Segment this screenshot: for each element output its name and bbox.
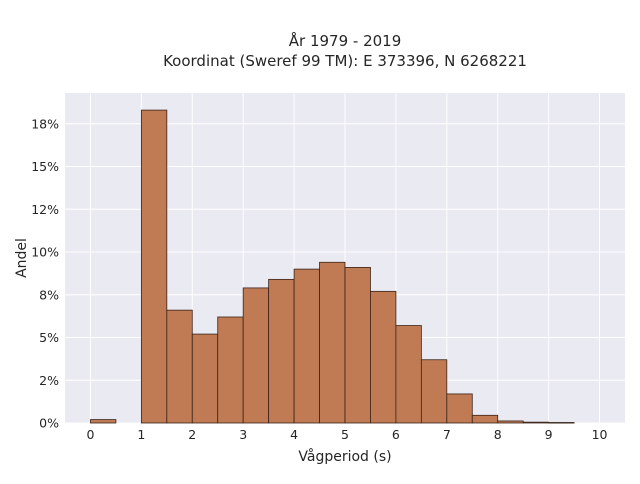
x-tick-label-6: 6 [392, 427, 400, 442]
histogram-bar-13 [420, 359, 448, 424]
x-tick-label-0: 0 [86, 427, 94, 442]
chart-title-line-1: År 1979 - 2019 [289, 31, 402, 50]
histogram-bar-8 [293, 268, 320, 424]
histogram-bar-7 [268, 278, 295, 424]
x-tick-label-3: 3 [239, 427, 247, 442]
x-tick-label-7: 7 [443, 427, 451, 442]
histogram-bar-0 [90, 419, 117, 424]
histogram-bar-14 [446, 393, 473, 424]
y-tick-label-3: 8% [39, 287, 59, 302]
histogram-bar-2 [140, 109, 168, 424]
histogram-bar-12 [395, 325, 422, 424]
bars [90, 109, 575, 424]
y-axis-label: Andel [14, 238, 30, 278]
x-axis-label: Vågperiod (s) [298, 448, 391, 465]
histogram-bar-3 [166, 309, 193, 424]
x-tick-label-9: 9 [545, 427, 553, 442]
histogram-bar-16 [497, 420, 524, 424]
histogram-bar-15 [471, 414, 499, 424]
x-tick-label-10: 10 [592, 427, 608, 442]
chart-title-line-2: Koordinat (Sweref 99 TM): E 373396, N 62… [163, 52, 527, 70]
y-tick-label-2: 5% [39, 330, 59, 345]
y-tick-label-0: 0% [39, 416, 59, 431]
y-tick-label-5: 12% [31, 202, 59, 217]
x-tick-labels: 0 1 2 3 4 5 6 7 8 9 10 [86, 427, 607, 442]
histogram-bar-17 [522, 421, 550, 424]
histogram-bar-11 [370, 290, 397, 424]
x-tick-label-5: 5 [341, 427, 349, 442]
histogram-bar-9 [319, 261, 346, 424]
histogram-bar-6 [242, 287, 270, 424]
y-tick-label-4: 10% [31, 245, 59, 260]
x-tick-label-8: 8 [494, 427, 502, 442]
y-tick-label-1: 2% [39, 373, 59, 388]
y-tick-labels: 0% 2% 5% 8% 10% 12% 15% 18% [31, 116, 59, 430]
x-tick-label-4: 4 [290, 427, 298, 442]
histogram-bar-5 [217, 316, 244, 424]
y-tick-label-7: 18% [31, 116, 59, 131]
histogram-bar-10 [344, 267, 371, 424]
x-tick-label-2: 2 [188, 427, 196, 442]
y-tick-label-6: 15% [31, 159, 59, 174]
x-tick-label-1: 1 [137, 427, 145, 442]
histogram-bar-4 [191, 333, 219, 424]
histogram-bar-18 [548, 422, 575, 424]
